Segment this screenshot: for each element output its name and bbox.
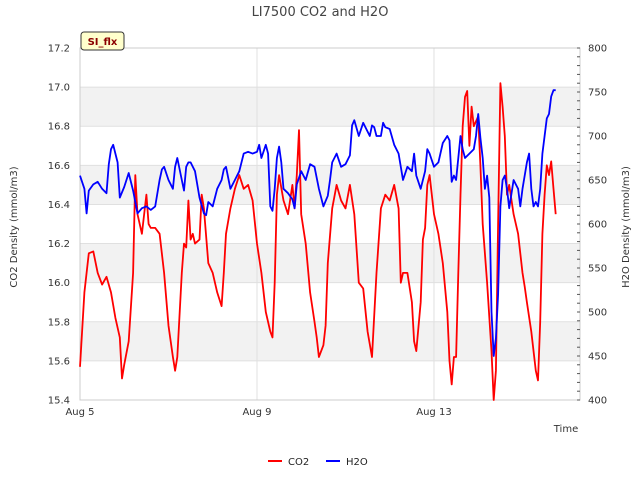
- site-badge-label: SI_flx: [88, 37, 118, 48]
- y-axis-right-title: H2O Density (mmol/m3): [621, 166, 632, 288]
- x-axis-title: Time: [553, 424, 578, 435]
- right-tick-label: 450: [588, 352, 607, 363]
- band: [80, 87, 580, 127]
- series-co2-line: [79, 82, 557, 401]
- x-tick-label: Aug 5: [65, 407, 94, 418]
- x-tick-label: Aug 9: [242, 407, 271, 418]
- left-tick-label: 16.2: [48, 239, 70, 250]
- legend: CO2 H2O: [268, 457, 368, 468]
- legend-co2-label: CO2: [288, 457, 309, 468]
- y-axis-left-title: CO2 Density (mmol/m3): [9, 166, 20, 287]
- chart-title: LI7500 CO2 and H2O: [252, 5, 389, 20]
- right-tick-label: 700: [588, 132, 607, 143]
- right-tick-label: 750: [588, 88, 607, 99]
- left-tick-label: 16.8: [48, 122, 70, 133]
- left-tick-label: 17.0: [48, 83, 70, 94]
- right-tick-label: 650: [588, 176, 607, 187]
- left-tick-label: 15.6: [48, 356, 70, 367]
- right-tick-label: 550: [588, 264, 607, 275]
- series-lines: [79, 82, 557, 401]
- band: [80, 321, 580, 361]
- right-tick-label: 400: [588, 396, 607, 407]
- site-badge: SI_flx: [80, 31, 125, 51]
- x-axis: Aug 5 Aug 9 Aug 13: [65, 407, 451, 418]
- band: [80, 243, 580, 283]
- left-tick-label: 15.8: [48, 317, 70, 328]
- right-tick-label: 800: [588, 44, 607, 55]
- series-h2o-line: [79, 89, 556, 357]
- left-tick-label: 16.4: [48, 200, 70, 211]
- left-tick-label: 15.4: [48, 396, 70, 407]
- legend-h2o-label: H2O: [346, 457, 368, 468]
- x-tick-label: Aug 13: [416, 407, 451, 418]
- left-tick-label: 16.0: [48, 278, 70, 289]
- right-tick-label: 500: [588, 308, 607, 319]
- left-tick-label: 16.6: [48, 161, 70, 172]
- left-tick-label: 17.2: [48, 44, 70, 55]
- left-axis: 15.4 15.6 15.8 16.0 16.2 16.4 16.6 16.8 17.0 17.2: [48, 44, 70, 407]
- right-tick-label: 600: [588, 220, 607, 231]
- right-axis: 400 450 500 550 600 650 700 750 800: [577, 44, 607, 407]
